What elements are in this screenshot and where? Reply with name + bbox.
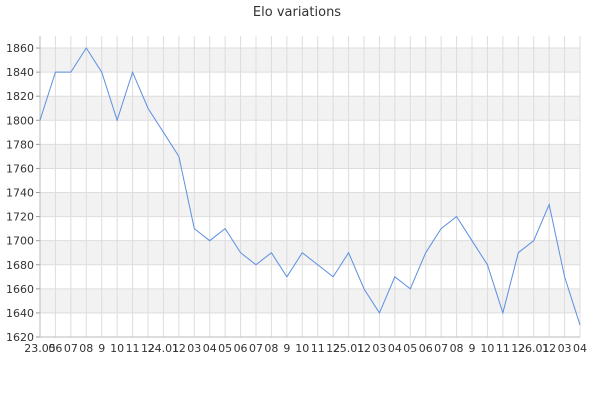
series-line [39, 47, 581, 326]
data-point [85, 47, 87, 49]
x-tick-label: 06 [419, 342, 433, 355]
x-tick-label: 05 [218, 342, 232, 355]
chart-title: Elo variations [253, 5, 341, 20]
x-tick-label: 06 [234, 342, 248, 355]
y-tick-label: 1680 [6, 259, 34, 272]
data-point [131, 71, 133, 73]
data-point [502, 312, 504, 314]
x-tick-label: 9 [98, 342, 105, 355]
x-tick-label: 12 [141, 342, 155, 355]
data-point [363, 288, 365, 290]
data-point [301, 252, 303, 254]
x-tick-label: 05 [403, 342, 417, 355]
x-tick-label: 07 [434, 342, 448, 355]
data-point [286, 276, 288, 278]
x-tick-label: 12 [357, 342, 371, 355]
y-axis: 1620 1640 1660 1680 1700 1720 1740 1760 1780 1800… [6, 36, 41, 344]
y-tick-label: 1740 [6, 187, 34, 200]
x-tick-label: 07 [249, 342, 263, 355]
x-tick-label: 23.05 [24, 342, 56, 355]
grid-band [40, 96, 580, 121]
data-point [332, 276, 334, 278]
data-point [255, 264, 257, 266]
y-tick-label: 1620 [6, 331, 34, 344]
x-tick-label: 12 [172, 342, 186, 355]
data-point [101, 71, 103, 73]
data-point [533, 239, 535, 241]
y-tick-label: 1720 [6, 211, 34, 224]
y-tick-label: 1820 [6, 90, 34, 103]
y-tick-label: 1700 [6, 235, 34, 248]
data-point [162, 131, 164, 133]
data-point [239, 252, 241, 254]
x-tick-label: 12 [542, 342, 556, 355]
y-tick-label: 1780 [6, 138, 34, 151]
x-tick-label: 08 [450, 342, 464, 355]
data-point [579, 324, 581, 326]
data-point [378, 312, 380, 314]
x-tick-label: 04 [573, 342, 587, 355]
x-tick-label: 12 [511, 342, 525, 355]
data-point [440, 227, 442, 229]
grid-band [40, 288, 580, 313]
x-tick-label: 11 [496, 342, 510, 355]
plot-bands [40, 48, 580, 313]
series-group [39, 47, 581, 326]
y-tick-label: 1800 [6, 114, 34, 127]
data-point [563, 276, 565, 278]
plot-grid [39, 36, 581, 338]
grid-band [40, 192, 580, 217]
data-point [317, 264, 319, 266]
y-tick-label: 1660 [6, 283, 34, 296]
y-tick-label: 1640 [6, 307, 34, 320]
grid-band [40, 48, 580, 73]
data-point [224, 227, 226, 229]
data-point [394, 276, 396, 278]
data-point [409, 288, 411, 290]
data-point [39, 119, 41, 121]
x-tick-label: 03 [558, 342, 572, 355]
data-point [425, 252, 427, 254]
grid-band [40, 240, 580, 265]
x-tick-label: 10 [295, 342, 309, 355]
data-point [455, 215, 457, 217]
x-tick-label: 9 [283, 342, 290, 355]
x-tick-label: 25.01 [333, 342, 365, 355]
x-tick-label: 26.01 [518, 342, 550, 355]
y-tick-label: 1840 [6, 66, 34, 79]
data-point [70, 71, 72, 73]
data-point [270, 252, 272, 254]
data-point [486, 264, 488, 266]
x-tick-label: 24.01 [148, 342, 180, 355]
data-point [147, 107, 149, 109]
data-point [116, 119, 118, 121]
y-tick-label: 1760 [6, 162, 34, 175]
x-tick-label: 12 [326, 342, 340, 355]
data-point [517, 252, 519, 254]
x-tick-label: 07 [64, 342, 78, 355]
data-point [54, 71, 56, 73]
x-tick-label: 03 [372, 342, 386, 355]
data-point [193, 227, 195, 229]
x-tick-label: 03 [187, 342, 201, 355]
data-point [209, 239, 211, 241]
data-point [178, 155, 180, 157]
x-tick-label: 11 [126, 342, 140, 355]
data-point [347, 252, 349, 254]
x-tick-label: 08 [79, 342, 93, 355]
x-tick-label: 04 [203, 342, 217, 355]
x-tick-label: 11 [311, 342, 325, 355]
y-tick-label: 1860 [6, 42, 34, 55]
x-tick-label: 04 [388, 342, 402, 355]
x-tick-label: 10 [480, 342, 494, 355]
data-point [471, 239, 473, 241]
x-tick-label: 06 [48, 342, 62, 355]
x-tick-label: 9 [469, 342, 476, 355]
x-tick-label: 10 [110, 342, 124, 355]
data-point [548, 203, 550, 205]
x-tick-label: 08 [264, 342, 278, 355]
grid-band [40, 144, 580, 169]
